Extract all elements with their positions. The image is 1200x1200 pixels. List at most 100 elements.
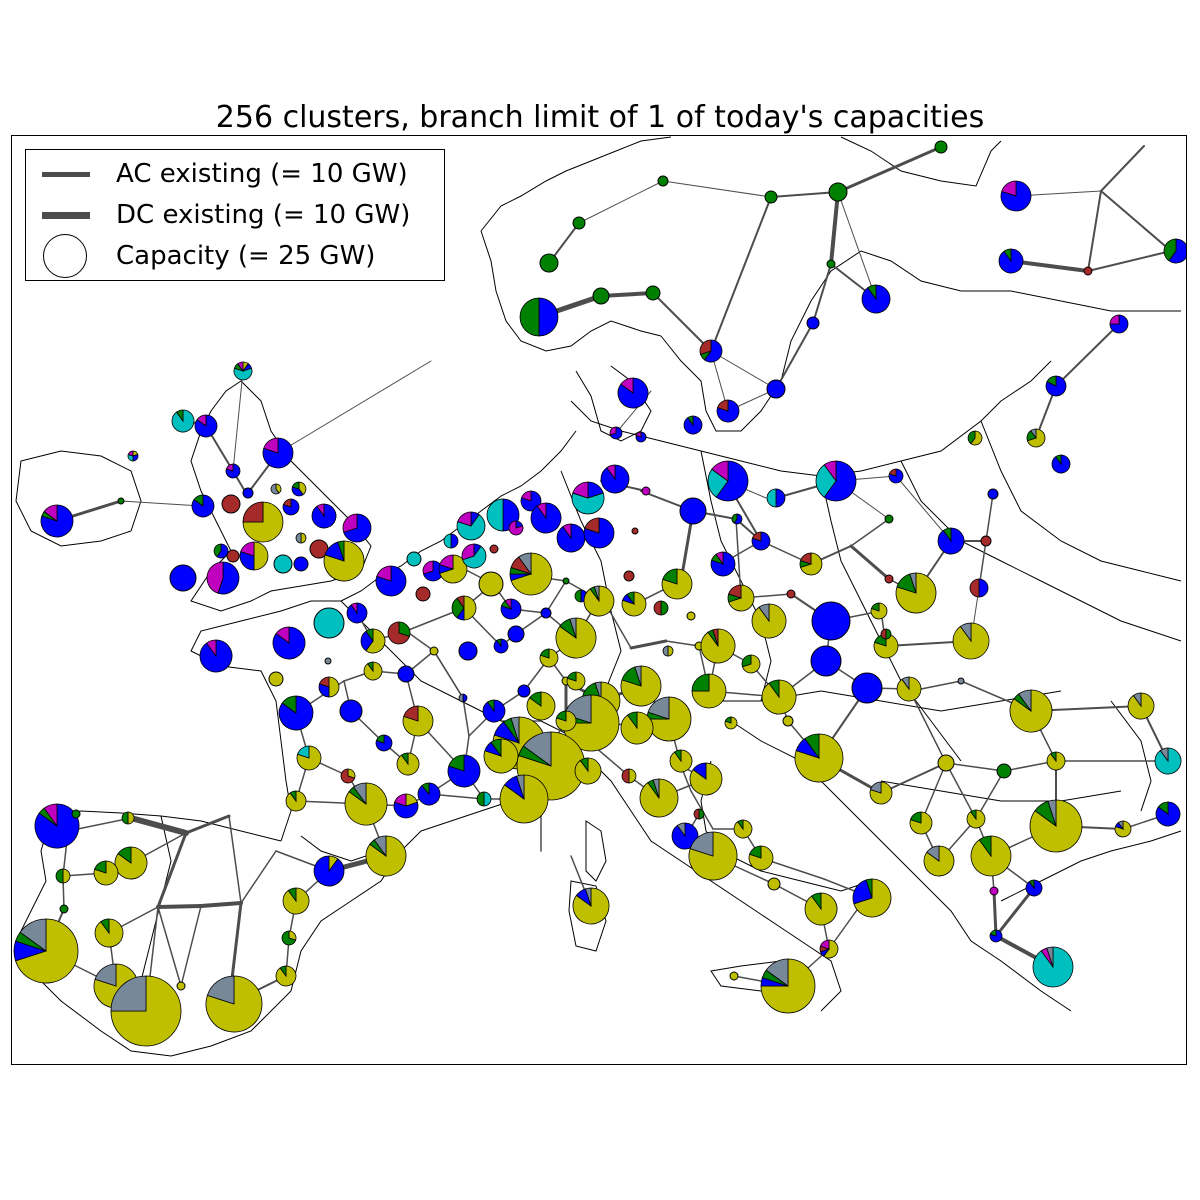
capacity-pie [767,877,781,891]
pie-slice [631,527,639,535]
pie-slice [572,481,589,499]
transmission-line [1087,250,1172,272]
pie-slice [193,494,204,507]
pie-slice [934,140,948,154]
capacity-pie [94,918,124,948]
coastline-segment [840,136,1002,187]
coastline-segment [190,600,341,842]
pie-slice [574,589,582,603]
capacity-pie [360,628,386,654]
capacity-pie [458,693,468,703]
transmission-line [1009,259,1090,273]
pie-slice [221,494,241,514]
pie-slice [439,554,454,570]
pie-slice [880,628,887,640]
pie-slice [353,782,367,806]
pie-slice [653,600,662,616]
pie-slice [263,437,279,454]
capacity-pie [443,533,459,549]
capacity-pie [397,665,415,683]
pie-slice [456,595,465,610]
pie-slice [715,551,724,566]
capacity-pie [1127,692,1155,720]
capacity-pie [617,377,649,409]
capacity-pie [191,494,215,518]
pie-slice [652,778,660,799]
capacity-pie [751,531,771,551]
pie-slice [518,552,532,576]
pie-slice [749,845,762,859]
pie-slice [450,533,459,549]
capacity-pie [716,399,740,423]
capacity-pie [828,182,848,202]
pie-slice [403,705,419,722]
capacity-pie [483,738,519,774]
pie-slice [94,963,117,987]
pie-slice [1028,879,1035,890]
capacity-pie [700,628,736,664]
pie-slice [279,965,287,978]
pie-slice [884,514,894,524]
coastline-segment [568,880,607,952]
pie-slice [562,577,570,585]
pie-slice [478,571,504,597]
capacity-pie [980,535,992,547]
pie-slice [1029,799,1083,853]
capacity-pie [895,572,937,614]
pie-slice [937,754,955,772]
pie-slice [55,868,64,884]
pie-slice [318,676,330,688]
pie-slice [510,716,520,744]
map-title: 256 clusters, branch limit of 1 of today… [215,100,985,135]
capacity-pie [34,803,80,849]
capacity-pie [13,918,79,984]
capacity-pie [295,532,307,544]
capacity-pie [415,586,431,602]
pie-slice [555,710,567,722]
pie-slice [884,574,894,584]
capacity-pie [117,497,125,505]
pie-slice [1046,946,1054,968]
pie-slice [969,578,980,598]
capacity-pie [71,809,81,819]
capacity-pie [620,665,662,707]
pie-slice [765,958,789,987]
capacity-pie [1154,747,1182,775]
coastline-segment [701,690,1062,712]
pie-slice [397,665,415,683]
pie-slice [689,831,714,857]
capacity-pie [270,483,282,495]
pie-slice [987,488,999,500]
capacity-pie [206,561,240,595]
pie-slice [1159,747,1169,763]
transmission-line [945,762,977,820]
capacity-pie [275,965,297,987]
capacity-pie [114,846,148,880]
pie-slice [851,672,883,704]
capacity-pie [461,543,487,569]
pie-slice [270,483,280,495]
coastline-segment [820,475,962,762]
pie-slice [415,586,431,602]
capacity-pie [804,892,838,926]
pie-slice [970,809,977,821]
pie-slice [393,801,419,819]
capacity-pie [242,501,284,543]
transmission-line [629,639,668,650]
capacity-pie [884,574,894,584]
capacity-pie [281,930,297,946]
capacity-pie [493,638,509,654]
pie-slice [786,589,796,599]
capacity-pie [884,514,894,524]
pie-slice [242,501,284,543]
pie-slice [275,626,290,644]
capacity-pie [313,855,345,887]
pie-slice [127,811,135,825]
capacity-pie [526,691,556,721]
pie-slice [62,868,71,884]
capacity-pie [761,679,797,715]
pie-slice [350,602,358,615]
pie-slice [1050,751,1057,763]
coastline-segment [980,420,1182,582]
transmission-line [985,493,994,542]
